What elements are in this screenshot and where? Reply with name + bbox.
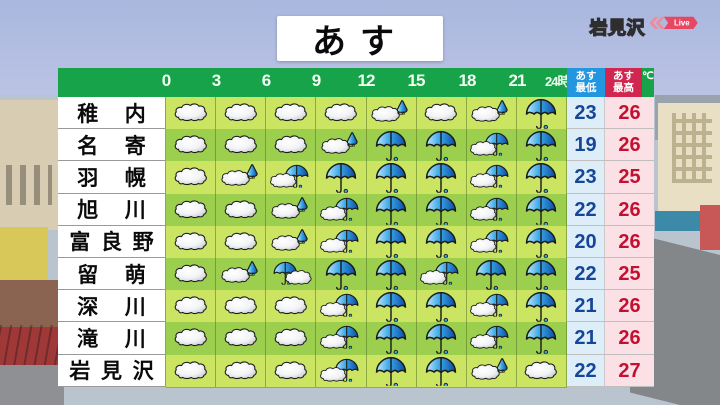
svg-text:Live: Live <box>674 18 690 27</box>
